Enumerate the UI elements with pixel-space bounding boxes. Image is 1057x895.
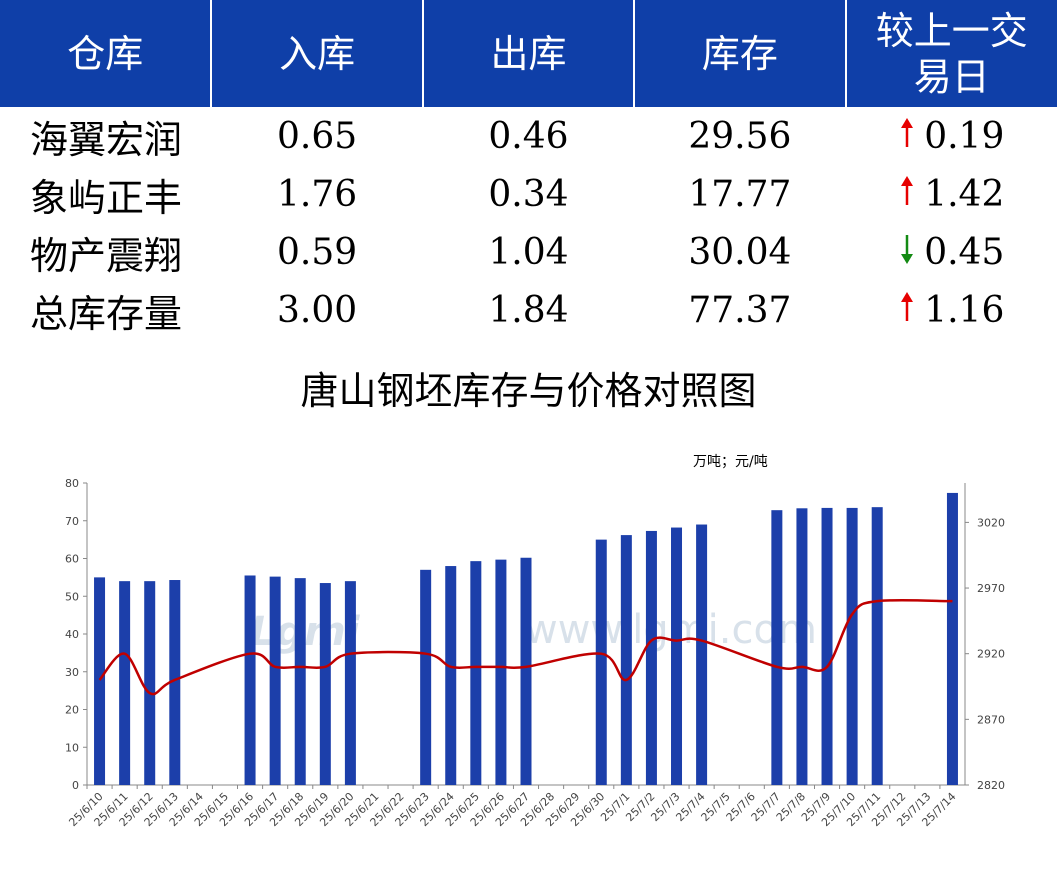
change-value: 1.42 <box>924 173 1005 215</box>
bar <box>470 561 482 785</box>
table-header-row: 仓库 入库 出库 库存 较上一交 易日 <box>0 0 1057 107</box>
stock-value: 77.37 <box>688 289 792 331</box>
change-cell: 0.45 <box>846 223 1057 281</box>
change-cell: 1.16 <box>846 281 1057 339</box>
arrow-up-icon <box>901 175 914 205</box>
bar <box>821 507 833 785</box>
header-stock: 库存 <box>634 0 847 107</box>
change-value: 1.16 <box>924 289 1005 331</box>
inbound-value: 3.00 <box>277 289 358 331</box>
warehouse-name: 总库存量 <box>30 291 183 336</box>
bar <box>846 507 858 785</box>
bar <box>620 535 632 785</box>
unit-label: 万吨；元/吨 <box>693 454 768 470</box>
header-warehouse: 仓库 <box>0 0 213 107</box>
y-right-tick-label: 2970 <box>977 582 1005 595</box>
bar <box>520 557 532 785</box>
bar <box>771 510 783 785</box>
y-left-tick-label: 80 <box>65 477 79 490</box>
header-change: 较上一交 易日 <box>845 0 1057 107</box>
inbound-value: 1.76 <box>277 173 358 215</box>
arrow-down-icon <box>901 234 914 264</box>
bar <box>244 575 256 785</box>
warehouse-name: 海翼宏润 <box>30 117 183 162</box>
arrow-up-icon <box>901 117 914 147</box>
warehouse-name: 物产震翔 <box>30 233 183 278</box>
y-right-tick-label: 2820 <box>977 779 1005 792</box>
bar <box>319 583 331 785</box>
bar <box>420 569 432 785</box>
bar <box>871 507 883 785</box>
stock-value: 30.04 <box>688 231 792 273</box>
bar <box>119 581 131 785</box>
header-inbound: 入库 <box>211 0 424 107</box>
stock-value: 29.56 <box>688 115 792 157</box>
y-left-tick-label: 0 <box>72 779 79 792</box>
watermark-url: www.lgmi.com <box>525 607 817 653</box>
bar <box>294 578 306 785</box>
outbound-value: 0.34 <box>488 173 569 215</box>
outbound-value: 0.46 <box>488 115 569 157</box>
y-left-tick-label: 60 <box>65 553 79 566</box>
bar <box>671 527 683 785</box>
bar <box>645 530 657 785</box>
stock-value: 17.77 <box>688 173 792 215</box>
bar <box>144 581 156 785</box>
bar <box>169 580 181 785</box>
table-row: 象屿正丰 1.76 0.34 17.77 1.42 <box>0 165 1057 223</box>
outbound-value: 1.84 <box>488 289 569 331</box>
bar <box>269 576 281 785</box>
y-right-tick-label: 2920 <box>977 648 1005 661</box>
y-left-tick-label: 50 <box>65 590 79 603</box>
inventory-price-chart: Lgmiwww.lgmi.com万吨；元/吨010203040506070802… <box>65 454 1005 829</box>
chart-title: 唐山钢坯库存与价格对照图 <box>300 369 757 413</box>
change-value: 0.45 <box>924 231 1005 273</box>
bar <box>445 566 457 785</box>
bar <box>796 508 808 785</box>
inbound-value: 0.65 <box>277 115 358 157</box>
y-right-tick-label: 2870 <box>977 713 1005 726</box>
y-left-tick-label: 30 <box>65 666 79 679</box>
inbound-value: 0.59 <box>277 231 358 273</box>
y-right-tick-label: 3020 <box>977 516 1005 529</box>
y-left-tick-label: 70 <box>65 515 79 528</box>
bar <box>946 492 958 785</box>
header-outbound: 出库 <box>422 0 636 107</box>
y-left-tick-label: 40 <box>65 628 79 641</box>
change-cell: 0.19 <box>846 107 1057 165</box>
bar <box>595 539 607 785</box>
bar <box>696 524 708 785</box>
table-row: 物产震翔 0.59 1.04 30.04 0.45 <box>0 223 1057 281</box>
inventory-table: 仓库 入库 出库 库存 较上一交 易日 海翼宏润 0.65 0.46 29.56 0.1… <box>0 0 1057 339</box>
price-line <box>98 598 953 696</box>
bar <box>94 577 106 785</box>
y-left-tick-label: 20 <box>65 704 79 717</box>
outbound-value: 1.04 <box>488 231 569 273</box>
table-row: 海翼宏润 0.65 0.46 29.56 0.19 <box>0 107 1057 165</box>
bar <box>344 581 356 785</box>
change-value: 0.19 <box>924 115 1005 157</box>
warehouse-name: 象屿正丰 <box>30 175 183 220</box>
arrow-up-icon <box>901 291 914 321</box>
table-row: 总库存量 3.00 1.84 77.37 1.16 <box>0 281 1057 339</box>
change-cell: 1.42 <box>846 165 1057 223</box>
y-left-tick-label: 10 <box>65 741 79 754</box>
bar <box>495 559 507 785</box>
